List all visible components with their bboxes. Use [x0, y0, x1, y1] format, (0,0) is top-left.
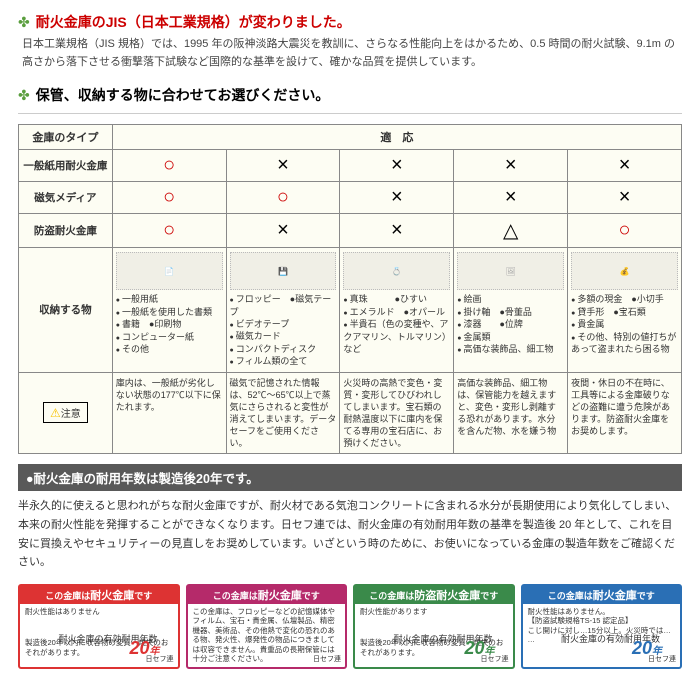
storage-item: 高価な装飾品、細工物 — [457, 343, 564, 355]
storage-illustration: 💍 — [343, 252, 450, 290]
storage-item: 掛け軸 ●骨董品 — [457, 306, 564, 318]
cell-mark: × — [340, 214, 454, 248]
storage-item: 一般用紙 — [116, 293, 223, 305]
cell-mark: ○ — [112, 150, 226, 182]
storage-cell: 💍 真珠 ●ひすいエメラルド ●オパール半貴石（色の変種や、アクアマリン、トルマリ… — [340, 248, 454, 372]
label-brand: 日セフ連 — [481, 654, 509, 664]
table-row: 磁気メディア ○ ○ × × × — [19, 182, 682, 214]
compatibility-table: 金庫のタイプ 適 応 一般紙用耐火金庫 ○ × × × × 磁気メディア ○ ○… — [18, 124, 682, 454]
storage-item: 漆器 ●位牌 — [457, 318, 564, 330]
table-head-right: 適 応 — [112, 125, 681, 150]
storage-item: その他 — [116, 343, 223, 355]
label-row: この金庫は耐火金庫です耐火性能はありません耐火金庫の有効耐用年数20年製造後20… — [18, 584, 682, 669]
storage-item: 絵画 — [457, 293, 564, 305]
row-head: 磁気メディア — [19, 182, 113, 214]
storage-item: ビデオテープ — [230, 318, 337, 330]
cell-mark: × — [568, 182, 682, 214]
label-brand: 日セフ連 — [313, 654, 341, 664]
storage-item: 貸手形 ●宝石類 — [571, 306, 678, 318]
row-head: 収納する物 — [19, 248, 113, 372]
caution-label: 注意 — [61, 409, 81, 420]
storage-item: 書籍 ●印刷物 — [116, 318, 223, 330]
safe-label: この金庫は耐火金庫です耐火性能はありません耐火金庫の有効耐用年数20年製造後20… — [18, 584, 180, 669]
storage-item: その他、特別の値打ちがあって盗まれたら困る物 — [571, 331, 678, 356]
storage-illustration: 💾 — [230, 252, 337, 290]
table-head-left: 金庫のタイプ — [19, 125, 113, 150]
label-body: 耐火性能があります — [360, 607, 508, 616]
cell-mark: ○ — [226, 182, 340, 214]
storage-cell: 🖼 絵画掛け軸 ●骨董品漆器 ●位牌金属類高価な装飾品、細工物 — [454, 248, 568, 372]
storage-item: フロッピー ●磁気テープ — [230, 293, 337, 318]
note-cell: 磁気で記憶された情報は、52℃〜65℃以上で蒸気にさらされると変性が消えてしまい… — [226, 372, 340, 454]
cell-mark: × — [340, 182, 454, 214]
section2-heading: ✤ 保管、収納する物に合わせてお選びください。 — [18, 85, 682, 105]
storage-cell: 💰 多額の現金 ●小切手貸手形 ●宝石類貴金属その他、特別の値打ちがあって盗まれた… — [568, 248, 682, 372]
section1-heading: ✤ 耐火金庫のJIS（日本工業規格）が変わりました。 — [18, 12, 682, 32]
safe-label: この金庫は耐火金庫です耐火性能はありません。【防盗試験規格TS-15 認定品】こ… — [521, 584, 683, 669]
storage-item: 貴金属 — [571, 318, 678, 330]
label-top: この金庫は耐火金庫です — [523, 586, 681, 604]
clover-icon: ✤ — [18, 14, 30, 31]
cell-mark: ○ — [112, 182, 226, 214]
storage-item: 真珠 ●ひすい — [343, 293, 450, 305]
storage-item: フィルム類の全て — [230, 355, 337, 367]
caution-row: ⚠注意 庫内は、一般紙が劣化しない状態の177℃以下に保たれます。 磁気で記憶さ… — [19, 372, 682, 454]
cell-mark: × — [226, 150, 340, 182]
section1-title: 耐火金庫のJIS（日本工業規格）が変わりました。 — [36, 12, 351, 32]
section2-title: 保管、収納する物に合わせてお選びください。 — [36, 85, 330, 105]
cell-mark: ○ — [112, 214, 226, 248]
label-brand: 日セフ連 — [648, 654, 676, 664]
cell-mark: × — [226, 214, 340, 248]
storage-cell: 💾 フロッピー ●磁気テープビデオテープ磁気カードコンパクトディスクフィルム類の全… — [226, 248, 340, 372]
storage-item: 金属類 — [457, 331, 564, 343]
cell-mark: × — [568, 150, 682, 182]
divider — [18, 113, 682, 114]
cell-mark: △ — [454, 214, 568, 248]
storage-illustration: 📄 — [116, 252, 223, 290]
storage-item: 磁気カード — [230, 330, 337, 342]
note-cell: 庫内は、一般紙が劣化しない状態の177℃以下に保たれます。 — [112, 372, 226, 454]
row-head: 一般紙用耐火金庫 — [19, 150, 113, 182]
cell-mark: ○ — [568, 214, 682, 248]
storage-row: 収納する物 📄一般用紙一般紙を使用した書類書籍 ●印刷物コンピューター紙その他 … — [19, 248, 682, 372]
section3-heading: ●耐火金庫の耐用年数は製造後20年です。 — [18, 464, 682, 491]
storage-item: 多額の現金 ●小切手 — [571, 293, 678, 305]
clover-icon: ✤ — [18, 87, 30, 104]
warning-icon: ⚠ — [50, 406, 61, 420]
safe-label: この金庫は防盗耐火金庫です耐火性能があります耐火金庫の有効耐用年数20年製造後2… — [353, 584, 515, 669]
storage-item: 半貴石（色の変種や、アクアマリン、トルマリン）など — [343, 318, 450, 355]
section3-body: 半永久的に使えると思われがちな耐火金庫ですが、耐火材である気泡コンクリートに含ま… — [18, 497, 682, 572]
note-cell: 夜間・休日の不在時に、工具等による金庫破りなどの盗難に遭う危険があります。防盗耐… — [568, 372, 682, 454]
storage-illustration: 💰 — [571, 252, 678, 290]
note-cell: 火災時の高熱で変色・変質・変形してひびわれしてしまいます。宝石類の耐熱温度以下に… — [340, 372, 454, 454]
section1-body: 日本工業規格（JIS 規格）では、1995 年の阪神淡路大震災を教訓に、さらなる… — [22, 36, 682, 71]
label-brand: 日セフ連 — [146, 654, 174, 664]
label-top: この金庫は防盗耐火金庫です — [355, 586, 513, 604]
storage-item: 一般紙を使用した書類 — [116, 306, 223, 318]
label-top: この金庫は耐火金庫です — [188, 586, 346, 604]
label-body: 耐火性能はありません — [25, 607, 173, 616]
storage-item: コンパクトディスク — [230, 343, 337, 355]
storage-cell: 📄 一般用紙一般紙を使用した書類書籍 ●印刷物コンピューター紙その他 — [112, 248, 226, 372]
table-row: 一般紙用耐火金庫 ○ × × × × — [19, 150, 682, 182]
table-row: 防盗耐火金庫 ○ × × △ ○ — [19, 214, 682, 248]
safe-label: この金庫は耐火金庫ですこの金庫は、フロッピーなどの記憶媒体やフィルム、宝石・貴金… — [186, 584, 348, 669]
row-head: 防盗耐火金庫 — [19, 214, 113, 248]
cell-mark: × — [454, 150, 568, 182]
label-top: この金庫は耐火金庫です — [20, 586, 178, 604]
storage-item: コンピューター紙 — [116, 331, 223, 343]
storage-illustration: 🖼 — [457, 252, 564, 290]
storage-item: エメラルド ●オパール — [343, 306, 450, 318]
caution-head: ⚠注意 — [19, 372, 113, 454]
note-cell: 高価な装飾品、細工物は、保管能力を越えますと、変色・変形し剥離する恐れがあります… — [454, 372, 568, 454]
cell-mark: × — [340, 150, 454, 182]
cell-mark: × — [454, 182, 568, 214]
